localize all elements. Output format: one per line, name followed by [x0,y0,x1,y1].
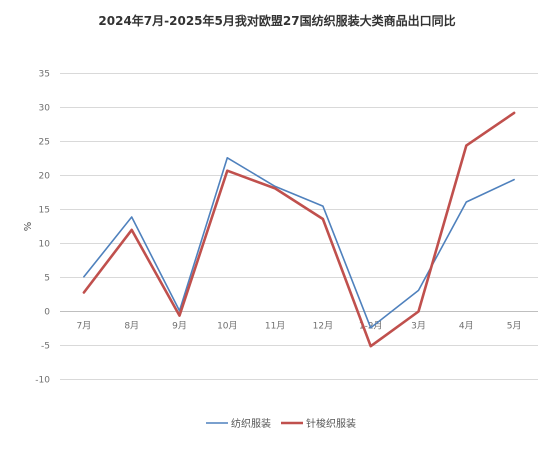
chart-title: 2024年7月-2025年5月我对欧盟27国纺织服装大类商品出口同比 [98,14,456,28]
x-tick-label: 12月 [313,321,333,332]
legend: 纺织服装 针梭织服装 [206,417,356,430]
y-tick-label: 5 [44,274,50,284]
legend-label-1: 纺织服装 [231,417,271,430]
x-tick-label: 4月 [459,321,474,332]
series-line-1 [83,157,515,329]
y-tick-label: 35 [39,70,50,80]
grid-lines [60,73,538,380]
y-tick-label: 30 [39,104,51,114]
x-tick-label: 5月 [507,321,522,332]
y-tick-label: 25 [39,138,50,148]
series-lines [82,111,516,348]
x-tick-label: 8月 [124,321,139,332]
y-tick-label: -10 [35,376,50,386]
y-tick-label: 20 [39,172,51,182]
legend-label-2: 针梭织服装 [306,417,356,430]
x-tick-label: 10月 [217,321,237,332]
y-tick-label: -5 [41,342,50,352]
y-tick-label: 10 [39,240,51,250]
y-tick-label: 0 [44,308,50,318]
x-tick-label: 9月 [172,321,187,332]
y-axis-title: % [23,222,34,232]
x-tick-label: 7月 [77,321,92,332]
x-tick-label: 3月 [411,321,426,332]
y-tick-label: 15 [39,206,50,216]
series-line-2 [82,111,516,348]
x-tick-label: 11月 [265,321,285,332]
